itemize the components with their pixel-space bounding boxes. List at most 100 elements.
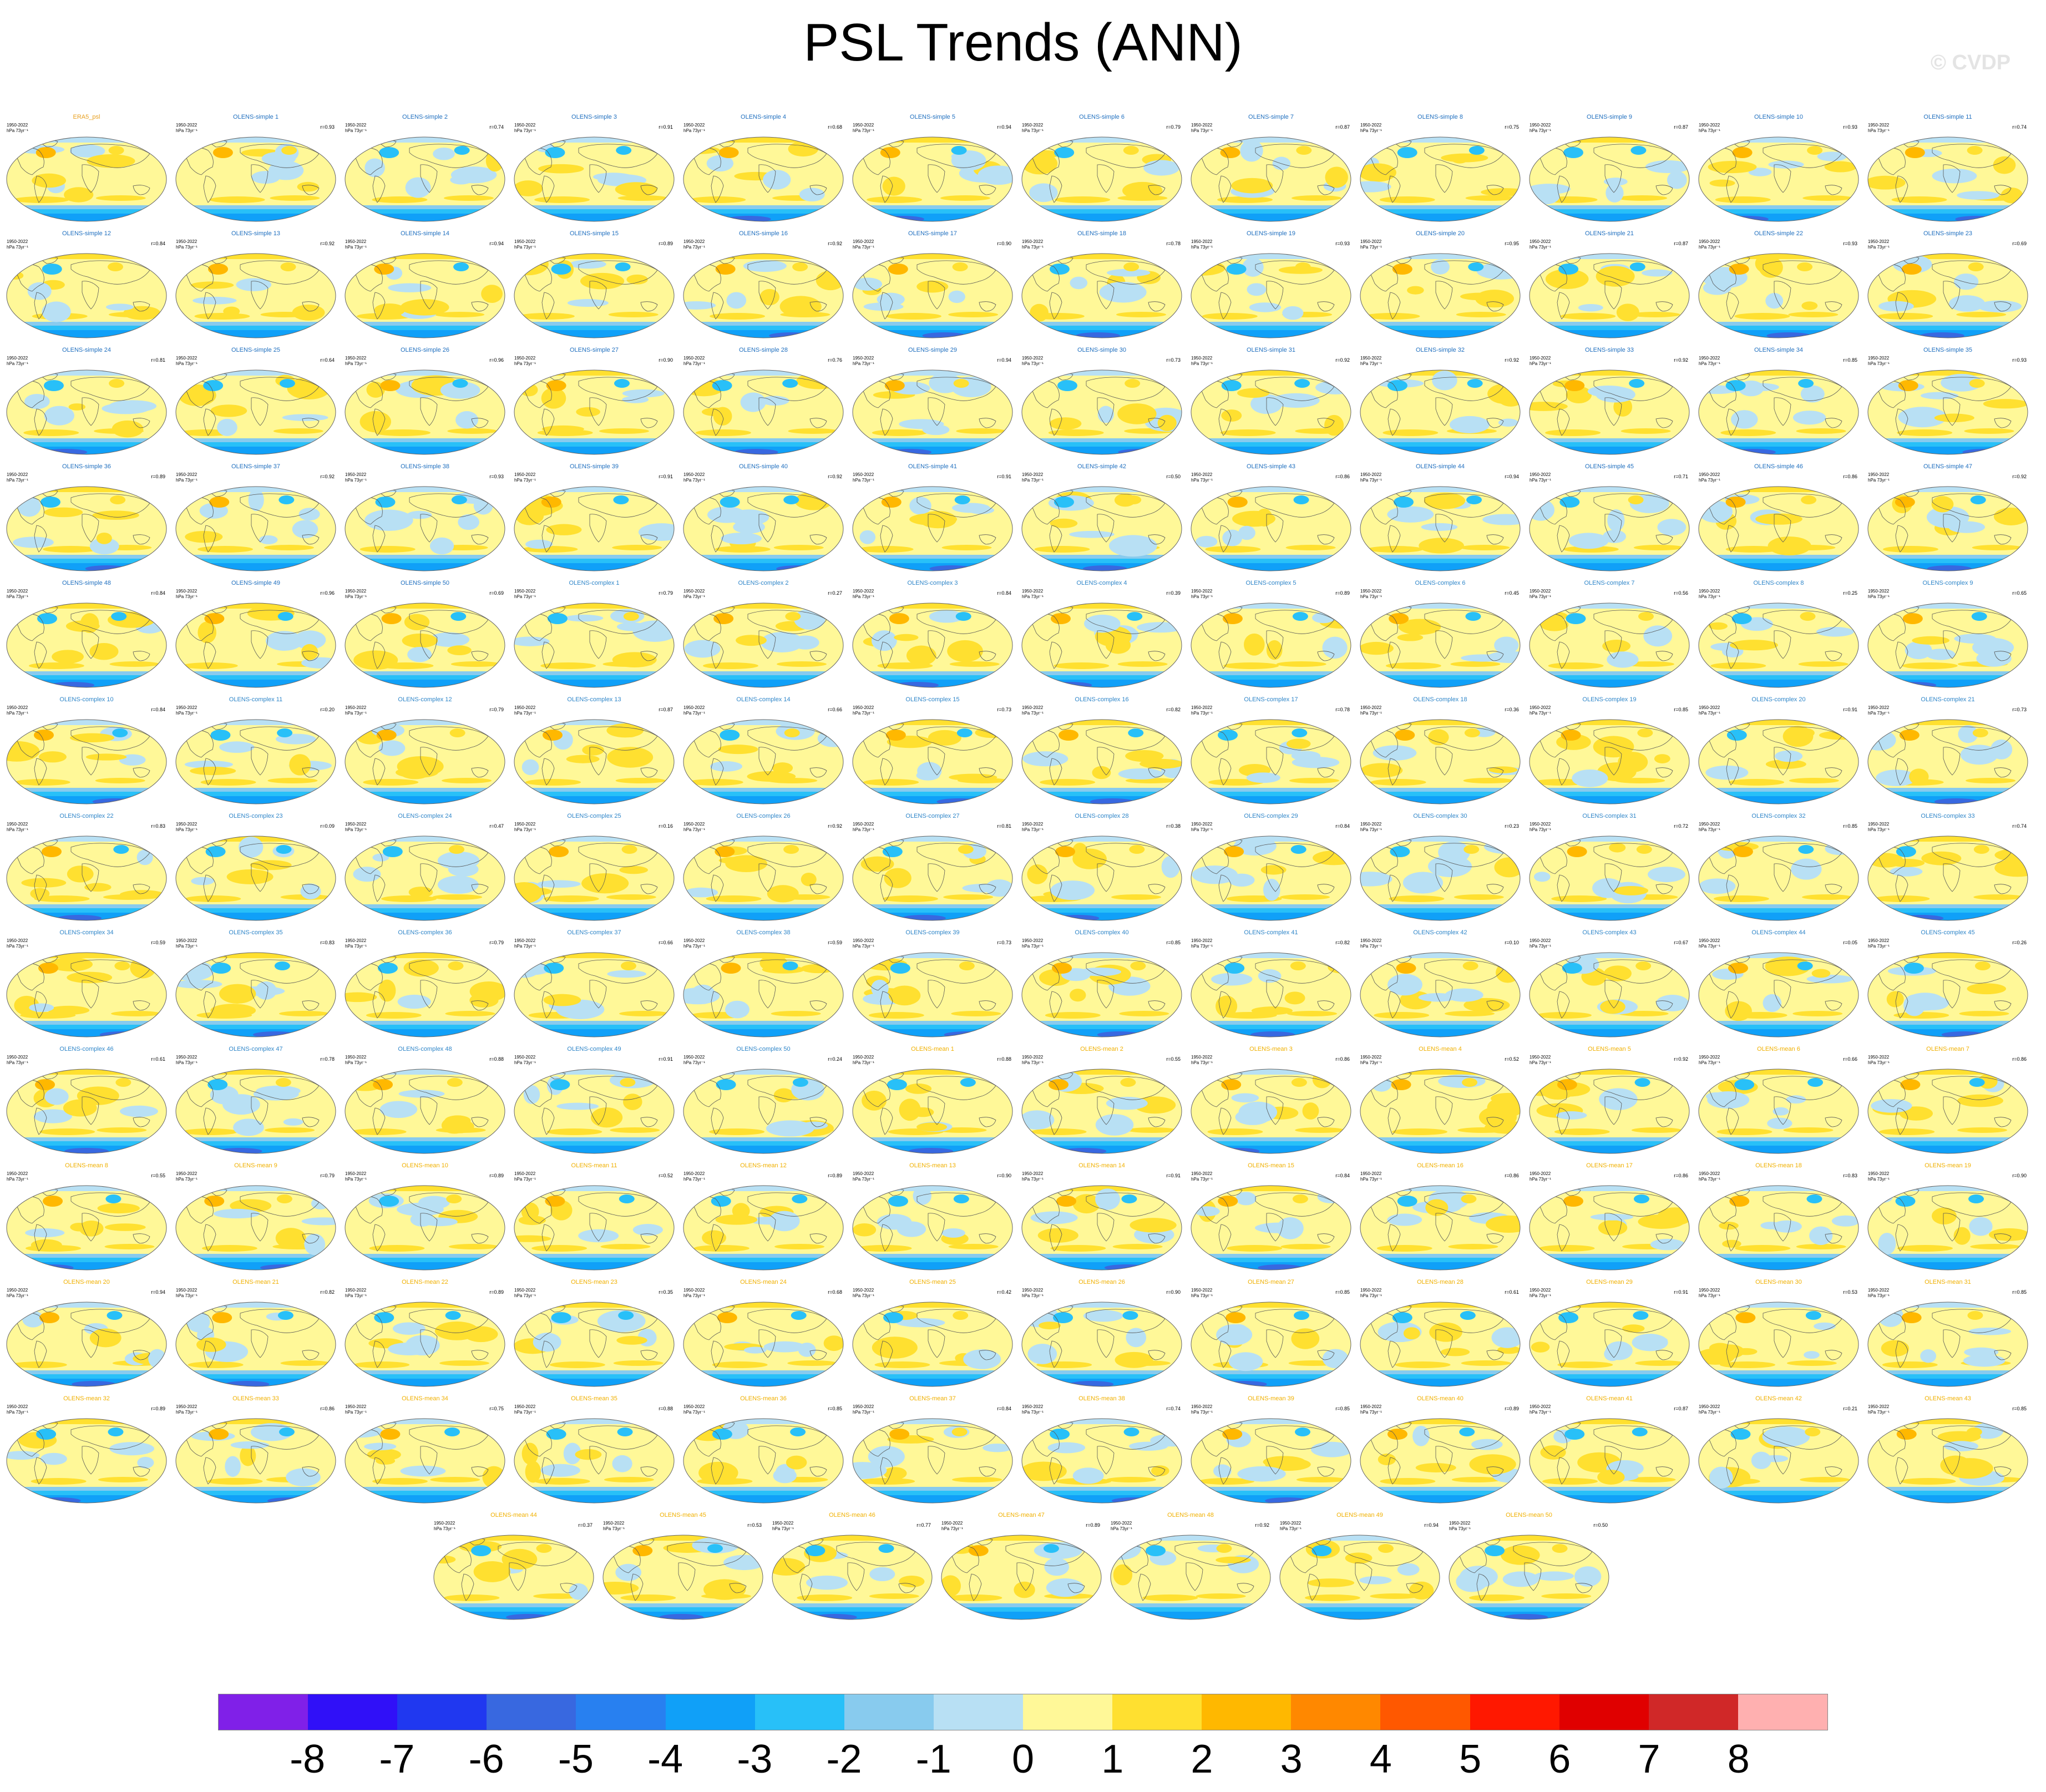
- panel-title: OLENS-complex 16: [1075, 696, 1129, 703]
- panel-title: OLENS-mean 7: [1926, 1046, 1969, 1052]
- panel-pattern-correlation: r=0.87: [1674, 124, 1688, 130]
- panel-units: hPa 73yr⁻¹: [7, 128, 28, 133]
- panel-period: 1950-2022: [345, 705, 367, 710]
- panel-pattern-correlation: r=0.24: [828, 1056, 842, 1062]
- trend-map: [852, 1069, 1013, 1154]
- panel-title: OLENS-mean 18: [1755, 1162, 1802, 1169]
- panel-title: OLENS-simple 31: [1246, 347, 1296, 353]
- trend-map: [175, 603, 336, 688]
- panel-pattern-correlation: r=0.79: [489, 940, 504, 945]
- map-panel: OLENS-simple 9 1950-2022 hPa 73yr⁻¹ r=0.87: [1527, 114, 1692, 222]
- panel-title: OLENS-simple 1: [233, 114, 278, 120]
- panel-title: OLENS-mean 33: [232, 1395, 279, 1402]
- panel-title: OLENS-complex 34: [59, 929, 114, 936]
- panel-units: hPa 73yr⁻¹: [1868, 827, 1890, 832]
- panel-units: hPa 73yr⁻¹: [683, 1293, 705, 1298]
- map-panel: OLENS-mean 40 1950-2022 hPa 73yr⁻¹ r=0.89: [1358, 1395, 1522, 1504]
- map-panel: OLENS-mean 6 1950-2022 hPa 73yr⁻¹ r=0.66: [1696, 1046, 1861, 1155]
- panel-title: OLENS-mean 30: [1755, 1279, 1802, 1285]
- panel-period: 1950-2022: [345, 356, 367, 361]
- panel-pattern-correlation: r=0.90: [659, 357, 673, 363]
- panel-title: OLENS-simple 37: [231, 463, 281, 470]
- panel-units: hPa 73yr⁻¹: [1360, 478, 1382, 483]
- panel-units: hPa 73yr⁻¹: [1022, 944, 1044, 949]
- panel-units: hPa 73yr⁻¹: [1530, 1177, 1551, 1182]
- panel-title: OLENS-complex 32: [1751, 813, 1806, 819]
- trend-map: [1021, 836, 1182, 921]
- map-panel: OLENS-complex 41 1950-2022 hPa 73yr⁻¹ r=0.8…: [1189, 929, 1353, 1038]
- panel-units: hPa 73yr⁻¹: [1699, 1177, 1720, 1182]
- panel-pattern-correlation: r=0.88: [489, 1056, 504, 1062]
- map-panel: OLENS-simple 37 1950-2022 hPa 73yr⁻¹ r=0.92: [174, 463, 338, 572]
- panel-pattern-correlation: r=0.68: [828, 1289, 842, 1295]
- panel-period: 1950-2022: [345, 123, 367, 128]
- map-panel: OLENS-mean 19 1950-2022 hPa 73yr⁻¹ r=0.90: [1866, 1162, 2030, 1271]
- panel-period: 1950-2022: [176, 356, 197, 361]
- trend-map: [683, 719, 844, 804]
- map-panel: OLENS-complex 13 1950-2022 hPa 73yr⁻¹ r=0.8…: [512, 696, 676, 805]
- panel-pattern-correlation: r=0.90: [997, 1173, 1011, 1178]
- panel-period: 1950-2022: [1699, 822, 1720, 827]
- panel-title: OLENS-complex 45: [1921, 929, 1975, 936]
- map-panel: OLENS-mean 50 1950-2022 hPa 73yr⁻¹ r=0.50: [1447, 1512, 1611, 1621]
- map-panel: OLENS-simple 16 1950-2022 hPa 73yr⁻¹ r=0.92: [681, 230, 845, 339]
- map-panel: OLENS-mean 46 1950-2022 hPa 73yr⁻¹ r=0.77: [770, 1512, 934, 1621]
- panel-pattern-correlation: r=0.89: [659, 241, 673, 246]
- panel-units: hPa 73yr⁻¹: [1360, 1177, 1382, 1182]
- colorbar-tick-label: 2: [1191, 1737, 1213, 1781]
- map-panel: OLENS-simple 10 1950-2022 hPa 73yr⁻¹ r=0.93: [1696, 114, 1861, 222]
- panel-period: 1950-2022: [345, 938, 367, 943]
- panel-title: OLENS-mean 12: [740, 1162, 787, 1169]
- panel-units: hPa 73yr⁻¹: [345, 711, 367, 716]
- panel-period: 1950-2022: [345, 1404, 367, 1409]
- trend-map: [514, 1185, 675, 1270]
- panel-pattern-correlation: r=0.84: [151, 707, 165, 712]
- panel-period: 1950-2022: [7, 1055, 28, 1060]
- panel-pattern-correlation: r=0.26: [2012, 940, 2027, 945]
- map-panel: OLENS-complex 31 1950-2022 hPa 73yr⁻¹ r=0.7…: [1527, 813, 1692, 922]
- panel-period: 1950-2022: [345, 1288, 367, 1293]
- panel-title: OLENS-mean 4: [1419, 1046, 1462, 1052]
- panel-period: 1950-2022: [7, 239, 28, 244]
- panel-title: OLENS-simple 29: [908, 347, 958, 353]
- map-panel: OLENS-mean 47 1950-2022 hPa 73yr⁻¹ r=0.89: [939, 1512, 1103, 1621]
- panel-period: 1950-2022: [176, 822, 197, 827]
- panel-pattern-correlation: r=0.85: [828, 1406, 842, 1411]
- colorbar-tick-label: -4: [647, 1737, 683, 1781]
- map-panel: OLENS-complex 9 1950-2022 hPa 73yr⁻¹ r=0.65: [1866, 580, 2030, 689]
- panel-pattern-correlation: r=0.74: [1166, 1406, 1181, 1411]
- panel-period: 1950-2022: [1022, 239, 1044, 244]
- panel-units: hPa 73yr⁻¹: [853, 711, 874, 716]
- trend-map: [345, 253, 505, 338]
- panel-period: 1950-2022: [1191, 1171, 1213, 1176]
- panel-period: 1950-2022: [1868, 1055, 1890, 1060]
- panel-period: 1950-2022: [853, 1288, 874, 1293]
- panel-title: OLENS-complex 28: [1075, 813, 1129, 819]
- panel-title: OLENS-complex 46: [59, 1046, 114, 1052]
- trend-map: [6, 1069, 167, 1154]
- panel-units: hPa 73yr⁻¹: [1360, 245, 1382, 250]
- panel-pattern-correlation: r=0.91: [1166, 1173, 1181, 1178]
- map-panel: OLENS-complex 4 1950-2022 hPa 73yr⁻¹ r=0.39: [1020, 580, 1184, 689]
- trend-map: [1698, 719, 1859, 804]
- panel-units: hPa 73yr⁻¹: [176, 1410, 197, 1415]
- trend-map: [6, 603, 167, 688]
- panel-units: hPa 73yr⁻¹: [853, 361, 874, 366]
- panel-pattern-correlation: r=0.88: [659, 1406, 673, 1411]
- panel-units: hPa 73yr⁻¹: [683, 944, 705, 949]
- trend-map: [1867, 1069, 2028, 1154]
- map-panel: OLENS-complex 7 1950-2022 hPa 73yr⁻¹ r=0.56: [1527, 580, 1692, 689]
- panel-pattern-correlation: r=0.89: [151, 474, 165, 479]
- panel-units: hPa 73yr⁻¹: [1530, 944, 1551, 949]
- map-panel: OLENS-mean 7 1950-2022 hPa 73yr⁻¹ r=0.86: [1866, 1046, 2030, 1155]
- panel-units: hPa 73yr⁻¹: [1191, 128, 1213, 133]
- panel-pattern-correlation: r=0.35: [659, 1289, 673, 1295]
- panel-units: hPa 73yr⁻¹: [683, 1060, 705, 1065]
- trend-map: [1529, 719, 1690, 804]
- trend-map: [1360, 603, 1521, 688]
- panel-pattern-correlation: r=0.76: [828, 357, 842, 363]
- panel-pattern-correlation: r=0.89: [489, 1289, 504, 1295]
- colorbar-tick-label: -1: [915, 1737, 951, 1781]
- trend-map: [1021, 253, 1182, 338]
- panel-title: OLENS-complex 19: [1582, 696, 1637, 703]
